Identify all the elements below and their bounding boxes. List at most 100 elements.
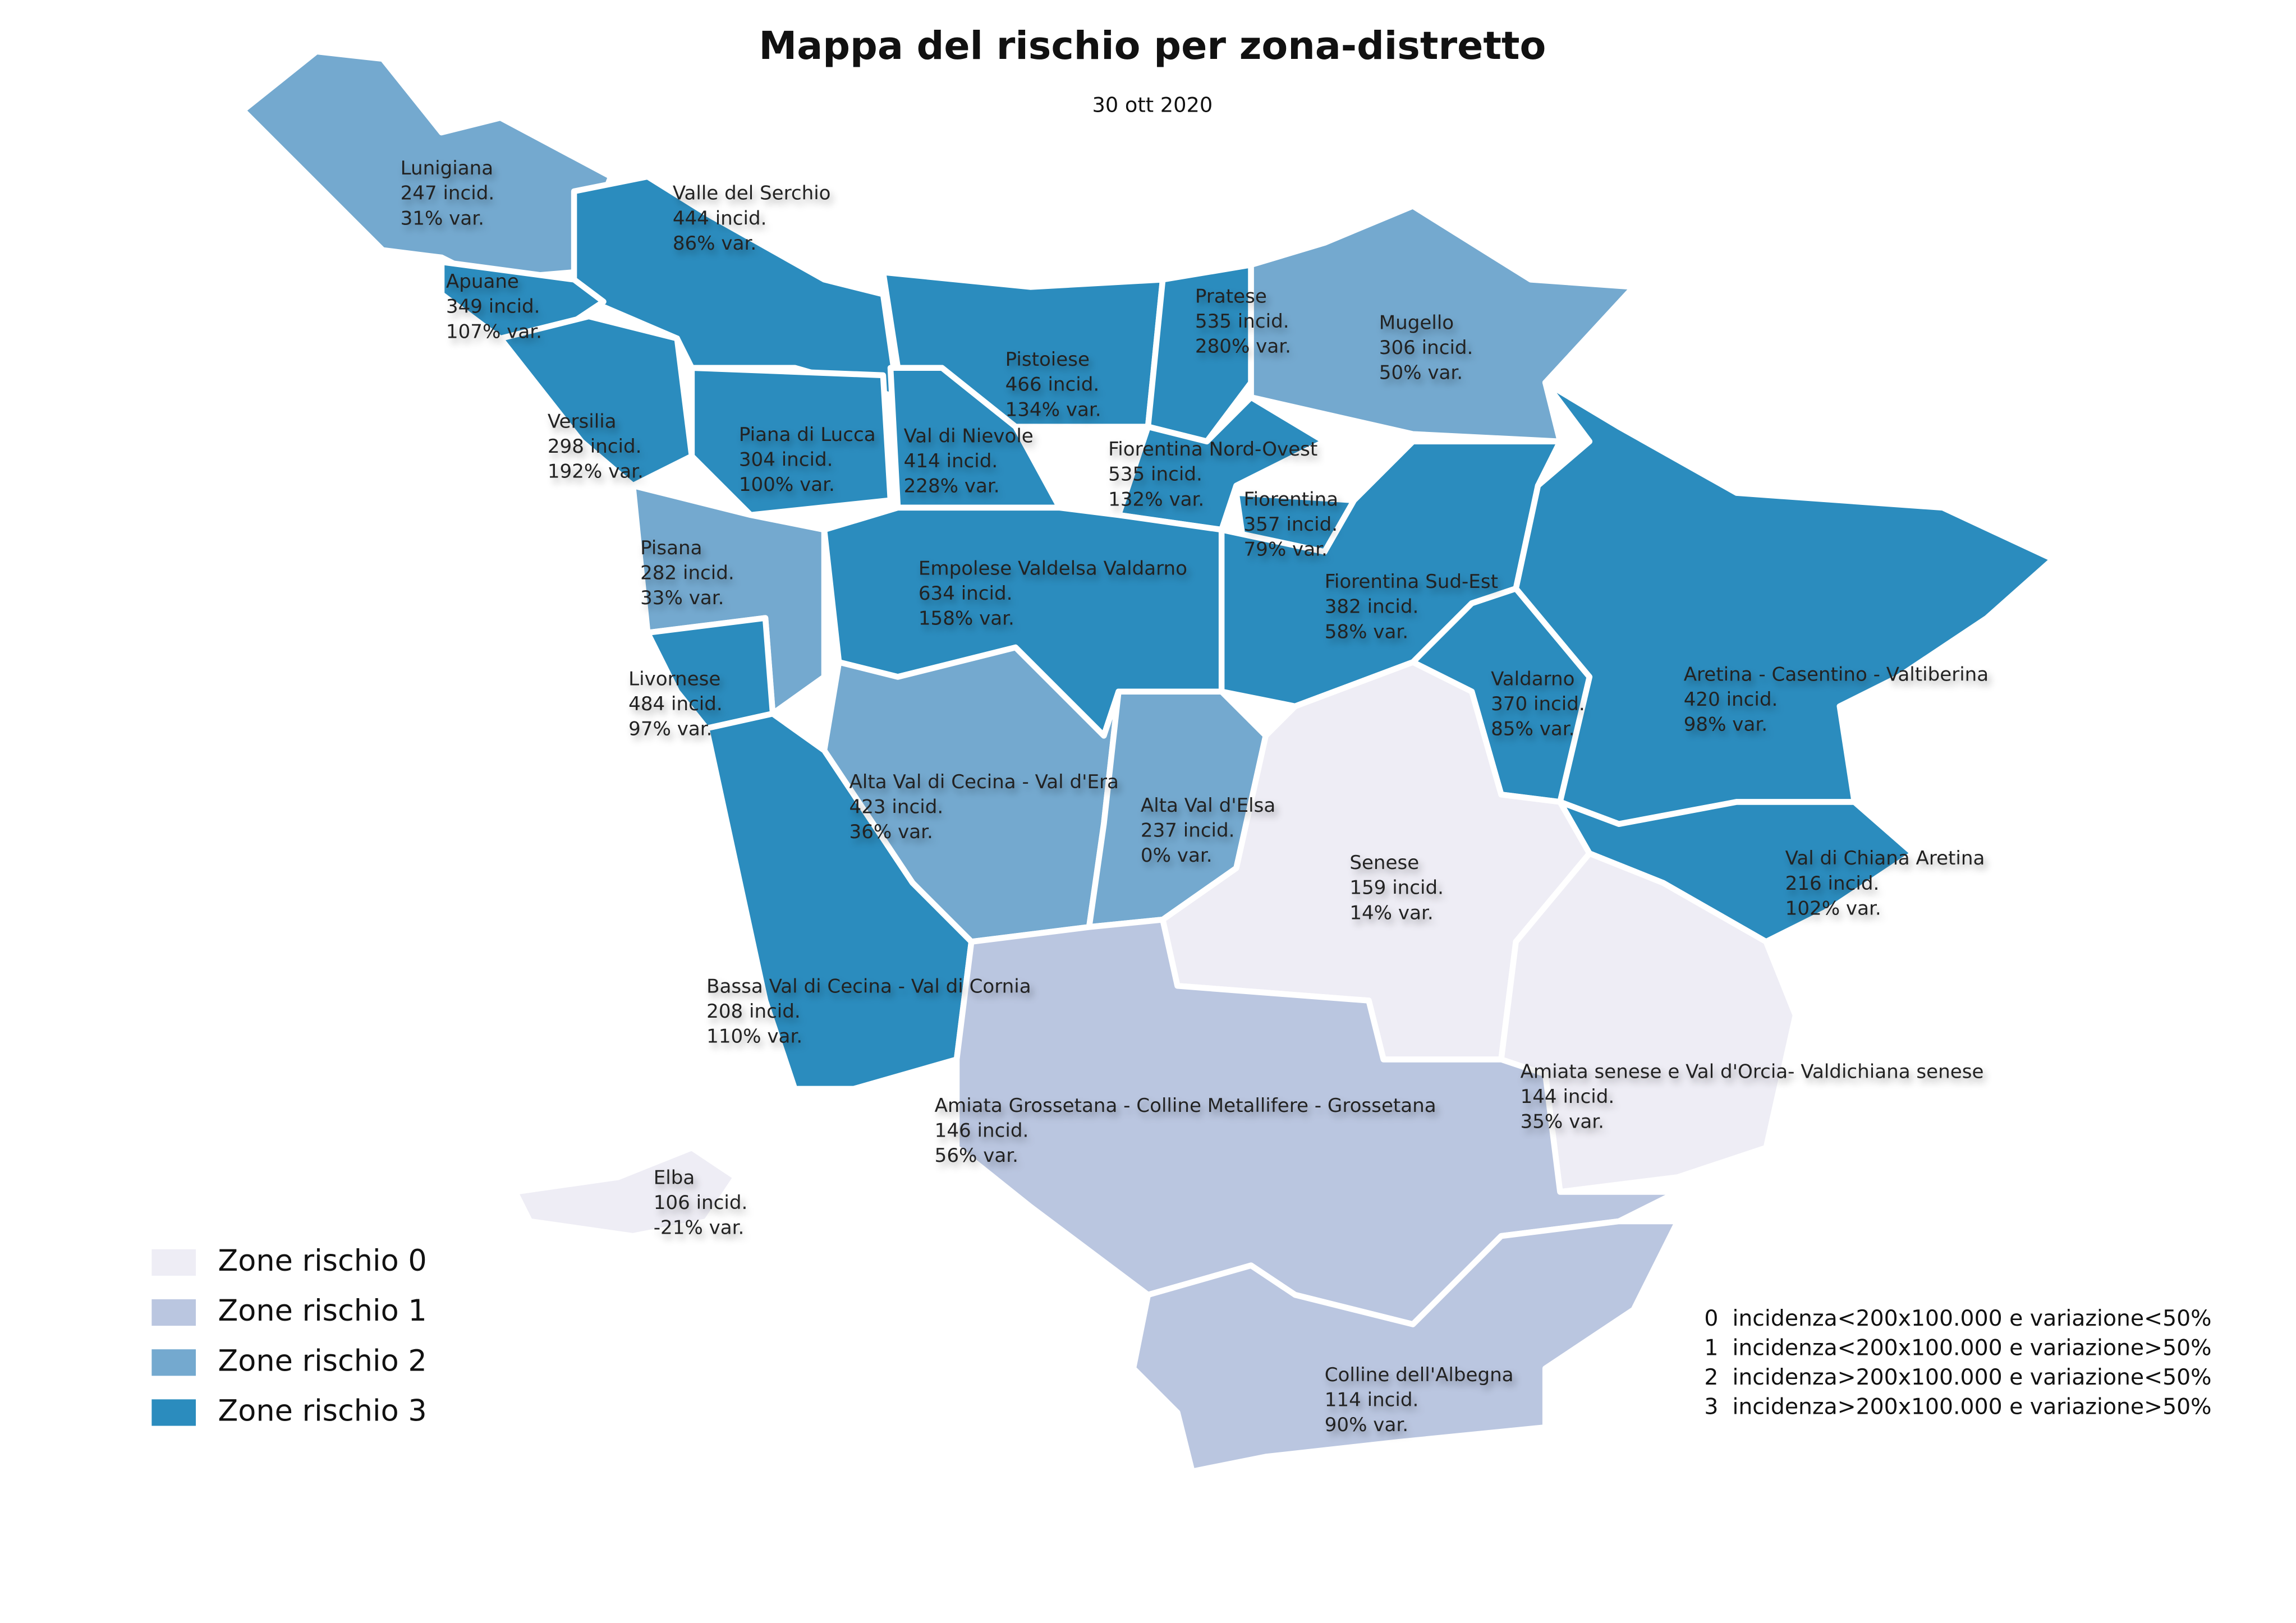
zone-incidence: 304 incid. — [739, 448, 833, 471]
zone-incidence: 106 incid. — [654, 1192, 748, 1214]
legend-label: Zone rischio 1 — [218, 1294, 426, 1328]
zone-incidence: 420 incid. — [1684, 688, 1778, 711]
zone-name: Bassa Val di Cecina - Val di Cornia — [706, 975, 1031, 997]
zone-name: Fiorentina Nord-Ovest — [1108, 438, 1317, 461]
zone-incidence: 159 incid. — [1349, 877, 1444, 899]
zone-variation: 85% var. — [1491, 718, 1574, 740]
zone-area — [1248, 203, 1637, 445]
zone-incidence: 414 incid. — [904, 450, 998, 472]
zone-label: Pisana 282 incid. 33% var. — [640, 537, 734, 609]
zone-name: Mugello — [1379, 312, 1454, 334]
zone-label: Valdarno 370 incid. 85% var. — [1491, 668, 1585, 740]
zone-variation: 0% var. — [1141, 844, 1213, 867]
zone-area — [1513, 379, 2056, 827]
zone-incidence: 208 incid. — [706, 1000, 801, 1023]
zone-incidence: 146 incid. — [935, 1119, 1029, 1142]
zone-incidence: 349 incid. — [446, 296, 540, 318]
zone-incidence: 282 incid. — [640, 562, 734, 584]
zone-area — [953, 917, 1681, 1327]
zone-incidence: 306 incid. — [1379, 337, 1473, 359]
zone-variation: 31% var. — [401, 207, 484, 229]
zone-name: Pratese — [1195, 285, 1267, 307]
zone-name: Livornese — [628, 668, 720, 690]
zone-name: Elba — [654, 1166, 695, 1189]
zone-name: Piana di Lucca — [739, 424, 876, 446]
zone-name: Aretina - Casentino - Valtiberina — [1684, 663, 1989, 686]
zone-incidence: 247 incid. — [401, 182, 495, 205]
zone-label: Bassa Val di Cecina - Val di Cornia 208 i… — [706, 975, 1031, 1047]
zone-label: Alta Val di Cecina - Val d'Era 423 incid.… — [849, 771, 1119, 843]
zone-label: Apuane 349 incid.107% var. — [446, 270, 542, 343]
zone-variation: 228% var. — [904, 475, 1000, 498]
legend-swatch — [151, 1249, 196, 1276]
legend-swatch — [151, 1399, 196, 1426]
zone-incidence: 114 incid. — [1325, 1388, 1419, 1411]
zone-incidence: 634 incid. — [919, 582, 1013, 605]
zone-variation: 90% var. — [1325, 1414, 1408, 1436]
zone-variation: 79% var. — [1243, 538, 1327, 560]
zone-variation: 36% var. — [849, 821, 933, 843]
zone-name: Valle del Serchio — [673, 182, 831, 205]
zone-variation: 98% var. — [1684, 714, 1767, 736]
zone-incidence: 357 incid. — [1243, 513, 1338, 536]
zone-variation: 280% var. — [1195, 335, 1291, 357]
zone-name: Amiata Grossetana - Colline Metallifere … — [935, 1095, 1436, 1117]
regions — [240, 48, 2056, 1475]
note-line: 1 incidenza<200x100.000 e variazione>50% — [1704, 1335, 2211, 1361]
zone-name: Pisana — [640, 537, 702, 559]
zone-name: Fiorentina Sud-Est — [1325, 571, 1498, 593]
zone-label: Val di Nievole 414 incid. 228% var. — [904, 425, 1034, 497]
zone-variation: 192% var. — [548, 460, 644, 482]
note-line: 2 incidenza>200x100.000 e variazione<50% — [1704, 1364, 2211, 1390]
zone-label: Fiorentina Sud-Est 382 incid.58% var. — [1325, 571, 1498, 643]
zone-variation: 35% var. — [1521, 1111, 1604, 1133]
zone-incidence: 535 incid. — [1195, 310, 1289, 333]
zone-area — [688, 365, 894, 518]
zone-incidence: 484 incid. — [628, 693, 723, 715]
zone-area — [1145, 261, 1254, 445]
zone-incidence: 466 incid. — [1005, 374, 1100, 396]
zone-name: Alta Val d'Elsa — [1141, 794, 1275, 817]
zone-name: Empolese Valdelsa Valdarno — [919, 558, 1187, 580]
zone-label: Pratese 535 incid.280% var. — [1195, 285, 1291, 357]
zone-variation: -21% var. — [654, 1217, 745, 1239]
zone-area — [512, 1144, 739, 1239]
zone-name: Alta Val di Cecina - Val d'Era — [849, 771, 1119, 793]
zone-name: Lunigiana — [401, 157, 494, 180]
zone-variation: 134% var. — [1005, 398, 1101, 421]
zone-label: Livornese 484 incid. 97% var. — [628, 668, 723, 740]
zone-incidence: 237 incid. — [1141, 819, 1235, 842]
legend-swatch — [151, 1299, 196, 1326]
zone-variation: 102% var. — [1785, 897, 1881, 919]
zone-name: Senese — [1349, 852, 1419, 874]
zone-incidence: 144 incid. — [1521, 1086, 1615, 1108]
zone-name: Fiorentina — [1243, 488, 1338, 511]
zone-variation: 100% var. — [739, 473, 835, 496]
zone-label: Amiata Grossetana - Colline Metallifere … — [935, 1095, 1436, 1167]
zone-variation: 56% var. — [935, 1144, 1018, 1167]
zone-name: Pistoiese — [1005, 348, 1090, 371]
zone-incidence: 298 incid. — [548, 435, 642, 458]
zone-variation: 110% var. — [706, 1026, 802, 1048]
zone-variation: 107% var. — [446, 320, 542, 343]
zone-variation: 86% var. — [673, 232, 756, 255]
zone-name: Amiata senese e Val d'Orcia- Valdichiana… — [1521, 1061, 1984, 1083]
zone-variation: 33% var. — [640, 587, 724, 609]
zone-name: Versilia — [548, 410, 617, 433]
zone-incidence: 382 incid. — [1325, 596, 1419, 618]
zone-incidence: 216 incid. — [1785, 872, 1880, 895]
zone-variation: 58% var. — [1325, 620, 1408, 643]
zone-variation: 50% var. — [1379, 362, 1463, 384]
zone-label: Senese 159 incid. 14% var. — [1349, 852, 1444, 924]
zone-name: Val di Nievole — [904, 425, 1034, 447]
